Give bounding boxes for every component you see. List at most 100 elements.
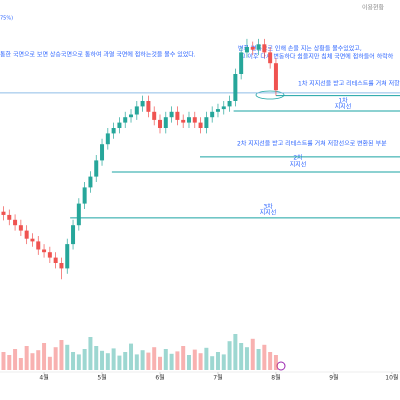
x-tick-label: 4월 (39, 374, 48, 382)
volume-bar (111, 348, 116, 370)
candle-body (123, 117, 128, 123)
volume-bar (186, 355, 191, 370)
candle-body (129, 114, 134, 118)
annotation: 지지선 (335, 103, 352, 111)
candle-body (163, 117, 168, 128)
candle-body (59, 263, 64, 269)
annotation: 1차 (338, 97, 348, 105)
volume-bar (198, 353, 203, 370)
candle-body (36, 241, 41, 250)
volume-bar (221, 354, 226, 370)
volume-bar (7, 355, 12, 370)
volume-bar (1, 352, 6, 370)
candle-body (239, 52, 244, 74)
volume-bar (152, 347, 157, 370)
candle-body (100, 144, 105, 161)
annotation: 지지선 (290, 161, 307, 169)
volume-bar (204, 347, 209, 370)
volume-bar (117, 355, 122, 370)
status-label[interactable]: 이용현황 (362, 4, 385, 12)
annotation: 2차 (293, 154, 303, 162)
volume-bar (169, 353, 174, 370)
volume-bar (42, 343, 47, 370)
volume-bar (215, 352, 220, 370)
volume-bar (244, 347, 249, 370)
volume-bar (59, 340, 64, 370)
candle-body (140, 101, 145, 107)
volume-bar (71, 352, 76, 370)
candle-body (134, 106, 139, 115)
annotation: 3차 (263, 203, 273, 211)
candle-body (24, 230, 29, 239)
candle-body (53, 257, 58, 263)
highlight-ellipse (255, 90, 285, 100)
volume-bar (163, 349, 168, 370)
volume-bar (100, 350, 105, 370)
candle-body (250, 47, 255, 50)
candle-body (1, 211, 6, 215)
candle-body (244, 47, 249, 53)
event-icon[interactable] (276, 361, 286, 371)
candle-body (175, 111, 180, 120)
volume-bar (192, 349, 197, 370)
annotation: 1차 지지선을 받고 리테스트를 거쳐 저항선으로 (298, 80, 400, 88)
candle-body (186, 117, 191, 123)
annotation: 2차 지지선을 받고 리테스트를 거쳐 저항선으로 변환된 부분 (237, 140, 387, 148)
volume-bar (262, 344, 267, 370)
volume-bar (210, 356, 215, 370)
zoom-label: 75%) (0, 16, 13, 22)
volume-bar (65, 344, 70, 370)
volume-bar (82, 349, 87, 370)
volume-bar (250, 338, 255, 370)
candle-body (158, 119, 162, 128)
volume-bar (24, 346, 29, 370)
candle-body (268, 52, 273, 64)
candle-body (210, 111, 215, 118)
candle-body (146, 101, 151, 112)
annotation: 지지선 (260, 209, 277, 217)
volume-bar (94, 346, 99, 370)
candle-body (152, 111, 157, 120)
candle-body (169, 111, 174, 118)
candle-body (76, 203, 81, 226)
candle-body (18, 225, 23, 231)
x-tick-label: 6월 (155, 374, 164, 382)
candle-body (42, 249, 47, 253)
volume-bar (146, 352, 151, 370)
candle-body (71, 225, 76, 245)
candle-body (30, 238, 35, 242)
volume-bar (76, 354, 81, 370)
volume-bar (88, 337, 93, 370)
volume-bar (105, 353, 110, 370)
volume-bar (18, 358, 23, 370)
volume-bar (129, 343, 134, 370)
candle-body (7, 214, 12, 220)
candle-body (47, 252, 52, 258)
candle-body (221, 106, 226, 110)
candle-body (94, 160, 99, 177)
candle-body (105, 133, 110, 145)
volume-bar (268, 352, 273, 370)
candle-body (273, 63, 278, 91)
volume-bar (53, 347, 58, 370)
volume-bar (134, 354, 139, 370)
volume-bar (273, 355, 278, 370)
candle-body (65, 244, 70, 269)
candle-body (88, 176, 93, 188)
candle-body (181, 119, 186, 123)
candle-body (233, 74, 238, 101)
candle-body (117, 122, 122, 128)
x-tick-label: 5월 (97, 374, 106, 382)
x-tick-label: 8월 (271, 374, 280, 382)
candle-body (111, 128, 116, 134)
candle-body (198, 122, 203, 128)
annotation: 통한 국면으로 보면 상승국면으로 통하여 과열 국면에 접하는것을 볼수 있었… (0, 51, 196, 59)
candle-body (82, 187, 87, 204)
candle-body (204, 117, 209, 128)
candle-body (262, 44, 267, 53)
volume-bar (227, 341, 232, 370)
volume-bar (256, 349, 261, 370)
candle-body (192, 117, 197, 123)
